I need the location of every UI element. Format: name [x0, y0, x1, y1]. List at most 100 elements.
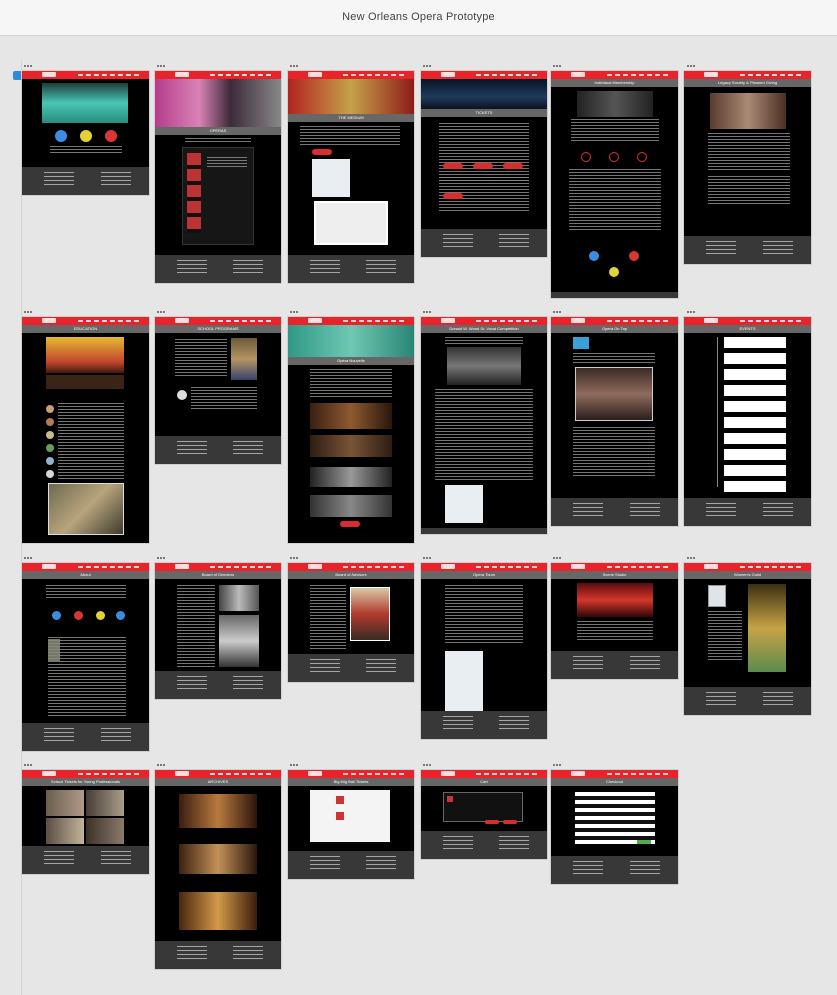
- artboard-bigmyball[interactable]: Big Mig Ball Tickets: [288, 770, 414, 879]
- artboard-advisors[interactable]: Board of Advisors: [288, 563, 414, 682]
- nav-bar: [551, 770, 678, 778]
- page-title: Cart: [421, 778, 547, 786]
- artboard-tickets[interactable]: TICKETS: [421, 71, 547, 257]
- checkout-form[interactable]: [575, 792, 655, 844]
- feature-icon: [105, 130, 117, 142]
- event-card[interactable]: [724, 401, 786, 412]
- event-card[interactable]: [724, 465, 786, 476]
- timeline-line: [717, 337, 718, 487]
- event-card[interactable]: [724, 417, 786, 428]
- ellipsis-icon[interactable]: [157, 63, 167, 69]
- map[interactable]: [445, 485, 483, 523]
- artboard-tours[interactable]: Opera Tours: [421, 563, 547, 739]
- ellipsis-icon[interactable]: [687, 555, 697, 561]
- ellipsis-icon[interactable]: [423, 309, 433, 315]
- body-text: [573, 427, 655, 477]
- buy-tickets-button[interactable]: [503, 163, 523, 169]
- ellipsis-icon[interactable]: [687, 309, 697, 315]
- ellipsis-icon[interactable]: [423, 63, 433, 69]
- ellipsis-icon[interactable]: [24, 63, 34, 69]
- artboard-home[interactable]: [22, 71, 149, 195]
- ellipsis-icon[interactable]: [157, 762, 167, 768]
- nav-bar: [155, 563, 281, 571]
- ellipsis-icon[interactable]: [553, 555, 563, 561]
- event-card[interactable]: [724, 433, 786, 444]
- cart-table[interactable]: [443, 792, 523, 822]
- feature-icon: [609, 267, 619, 277]
- artboard-cart[interactable]: Cart: [421, 770, 547, 859]
- program-list: [58, 403, 124, 481]
- event-card[interactable]: [724, 481, 786, 492]
- ellipsis-icon[interactable]: [290, 762, 300, 768]
- footer: [288, 255, 414, 283]
- artboard-nouveaux[interactable]: Opéra Nouvelle: [288, 317, 414, 543]
- event-card[interactable]: [724, 369, 786, 380]
- feature-icon: [74, 611, 83, 620]
- footer: [22, 846, 149, 874]
- ellipsis-icon[interactable]: [687, 63, 697, 69]
- nav-bar: [22, 317, 149, 325]
- artboard-schoolmatinee[interactable]: School Tickets for Young Professionals: [22, 770, 149, 874]
- title-bar: New Orleans Opera Prototype: [0, 0, 837, 36]
- event-card[interactable]: [724, 449, 786, 460]
- update-cart-button[interactable]: [485, 820, 499, 824]
- archive-photo: [179, 794, 257, 828]
- ticket-table[interactable]: [310, 790, 390, 842]
- subscribe-button[interactable]: [443, 193, 463, 199]
- nav-bar: [421, 71, 547, 79]
- event-card[interactable]: [724, 385, 786, 396]
- ellipsis-icon[interactable]: [290, 555, 300, 561]
- ellipsis-icon[interactable]: [290, 63, 300, 69]
- artboard-archives[interactable]: ARCHIVES: [155, 770, 281, 969]
- artboard-legacy[interactable]: Legacy Society & Planned Giving: [684, 71, 811, 264]
- ellipsis-icon[interactable]: [553, 762, 563, 768]
- performance-image: [310, 403, 392, 429]
- mission-text: [46, 585, 126, 599]
- buy-tickets-button[interactable]: [443, 163, 463, 169]
- selection-marker-icon[interactable]: [13, 71, 22, 80]
- buy-tickets-button[interactable]: [473, 163, 493, 169]
- page-title: THE MEDIUM: [288, 114, 414, 122]
- ellipsis-icon[interactable]: [553, 63, 563, 69]
- ellipsis-icon[interactable]: [423, 555, 433, 561]
- artboard-medium[interactable]: THE MEDIUM: [288, 71, 414, 283]
- ellipsis-icon[interactable]: [24, 309, 34, 315]
- artboard-membership[interactable]: Individual Membership: [551, 71, 678, 298]
- artboard-competition[interactable]: Donald W. Wood Sr. Vocal Competition: [421, 317, 547, 534]
- artboard-womensguild[interactable]: Women's Guild: [684, 563, 811, 715]
- ellipsis-icon[interactable]: [290, 309, 300, 315]
- artboard-opera[interactable]: OPERAS: [155, 71, 281, 283]
- page-title: Scene Studio: [551, 571, 678, 579]
- artboard-events[interactable]: EVENTS: [684, 317, 811, 526]
- artboard-operatap[interactable]: Opera On Tap: [551, 317, 678, 526]
- checkout-button[interactable]: [503, 820, 517, 824]
- artboard-scenestudio[interactable]: Scene Studio: [551, 563, 678, 679]
- artboard-school[interactable]: SCHOOL PROGRAMS: [155, 317, 281, 464]
- buy-tickets-button[interactable]: [312, 149, 332, 155]
- ellipsis-icon[interactable]: [157, 555, 167, 561]
- nav-bar: [288, 317, 414, 325]
- nav-bar: [288, 770, 414, 778]
- program-icon: [46, 405, 54, 413]
- cta-button[interactable]: [340, 521, 360, 527]
- ellipsis-icon[interactable]: [24, 555, 34, 561]
- event-card[interactable]: [724, 353, 786, 364]
- pricing-text: [439, 123, 529, 183]
- artboard-education[interactable]: EDUCATION: [22, 317, 149, 543]
- nav-bar: [684, 563, 811, 571]
- tier-icon: [581, 152, 591, 162]
- map[interactable]: [312, 159, 350, 197]
- ellipsis-icon[interactable]: [423, 762, 433, 768]
- ellipsis-icon[interactable]: [24, 762, 34, 768]
- ellipsis-icon[interactable]: [157, 309, 167, 315]
- artboard-checkout[interactable]: Checkout: [551, 770, 678, 884]
- ellipsis-icon[interactable]: [553, 309, 563, 315]
- map[interactable]: [445, 651, 483, 711]
- place-order-button[interactable]: [637, 840, 651, 844]
- page-title: SCHOOL PROGRAMS: [155, 325, 281, 333]
- page-title: ARCHIVES: [155, 778, 281, 786]
- artboard-directors[interactable]: Board of Directors: [155, 563, 281, 699]
- artboard-about[interactable]: About: [22, 563, 149, 751]
- cart-item-thumb: [447, 796, 453, 802]
- event-card[interactable]: [724, 337, 786, 348]
